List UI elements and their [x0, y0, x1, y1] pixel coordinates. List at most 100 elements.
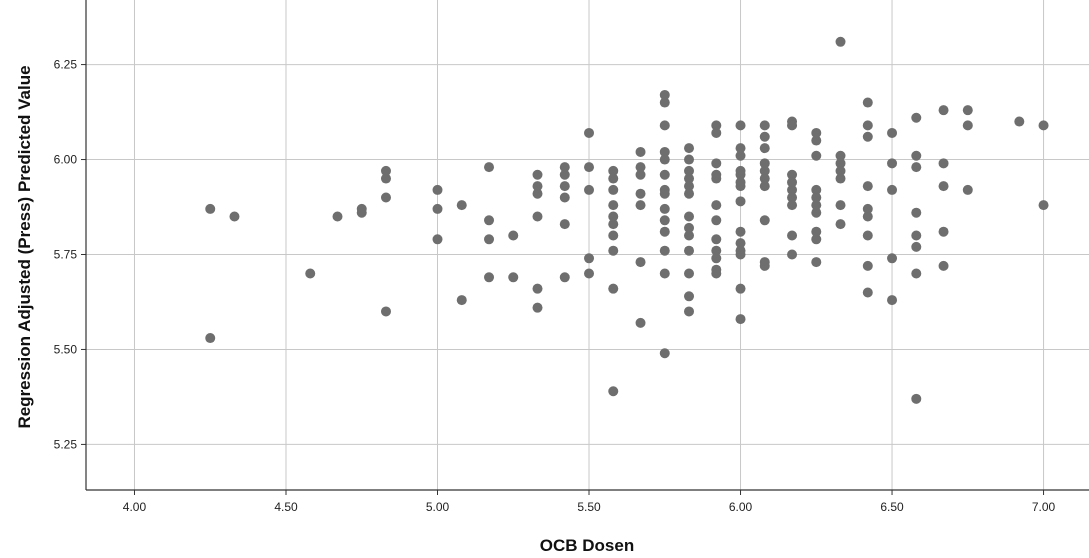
- x-tick-label: 5.50: [577, 500, 601, 514]
- data-point: [711, 245, 722, 256]
- data-point: [684, 181, 695, 192]
- data-point: [862, 181, 873, 192]
- data-point: [608, 219, 619, 230]
- data-point: [787, 192, 798, 203]
- data-point: [887, 184, 898, 195]
- data-point: [684, 173, 695, 184]
- data-point: [684, 154, 695, 165]
- data-point: [659, 348, 670, 359]
- data-point: [584, 184, 595, 195]
- data-point: [911, 162, 922, 173]
- data-point: [835, 150, 846, 161]
- data-point: [735, 143, 746, 154]
- data-points: [205, 36, 1049, 404]
- data-point: [787, 230, 798, 241]
- data-point: [356, 207, 367, 218]
- data-point: [559, 169, 570, 180]
- y-axis-title: Regression Adjusted (Press) Predicted Va…: [15, 65, 34, 428]
- data-point: [659, 89, 670, 100]
- data-point: [787, 184, 798, 195]
- data-point: [735, 226, 746, 237]
- data-point: [532, 283, 543, 294]
- data-point: [432, 203, 443, 214]
- x-axis-title: OCB Dosen: [540, 536, 634, 555]
- data-point: [559, 219, 570, 230]
- data-point: [484, 215, 495, 226]
- data-point: [759, 173, 770, 184]
- data-point: [584, 268, 595, 279]
- data-point: [659, 120, 670, 131]
- data-point: [584, 253, 595, 264]
- data-point: [862, 287, 873, 298]
- data-point: [735, 150, 746, 161]
- data-point: [787, 169, 798, 180]
- data-point: [735, 249, 746, 260]
- data-point: [380, 306, 391, 317]
- data-point: [532, 302, 543, 313]
- data-point: [862, 203, 873, 214]
- data-point: [684, 230, 695, 241]
- data-point: [1014, 116, 1025, 127]
- data-point: [659, 203, 670, 214]
- data-point: [635, 257, 646, 268]
- data-point: [759, 158, 770, 169]
- data-point: [911, 230, 922, 241]
- data-point: [759, 120, 770, 131]
- data-point: [735, 120, 746, 131]
- data-point: [787, 120, 798, 131]
- data-point: [380, 192, 391, 203]
- data-point: [711, 268, 722, 279]
- data-point: [205, 203, 216, 214]
- data-point: [305, 268, 316, 279]
- data-point: [862, 211, 873, 222]
- data-point: [735, 169, 746, 180]
- data-point: [811, 234, 822, 245]
- data-point: [684, 291, 695, 302]
- data-point: [835, 36, 846, 47]
- data-point: [887, 295, 898, 306]
- data-point: [887, 253, 898, 264]
- data-point: [659, 268, 670, 279]
- data-point: [659, 188, 670, 199]
- data-point: [862, 230, 873, 241]
- data-point: [608, 165, 619, 176]
- data-point: [584, 162, 595, 173]
- data-point: [532, 188, 543, 199]
- axes: [81, 0, 1089, 495]
- data-point: [835, 219, 846, 230]
- data-point: [684, 268, 695, 279]
- data-point: [811, 207, 822, 218]
- data-point: [862, 120, 873, 131]
- data-point: [608, 386, 619, 397]
- data-point: [559, 181, 570, 192]
- x-tick-label: 6.50: [880, 500, 904, 514]
- data-point: [508, 272, 519, 283]
- x-tick-label: 7.00: [1032, 500, 1056, 514]
- data-point: [962, 105, 973, 116]
- data-point: [711, 234, 722, 245]
- data-point: [608, 245, 619, 256]
- data-point: [862, 97, 873, 108]
- data-point: [229, 211, 240, 222]
- data-point: [432, 184, 443, 195]
- tick-labels: 4.00 4.50 5.00 5.50 6.00 6.50 7.00 5.25 5.50 5.75…: [54, 58, 1056, 514]
- data-point: [711, 120, 722, 131]
- data-point: [635, 200, 646, 211]
- data-point: [684, 165, 695, 176]
- y-tick-label: 5.25: [54, 437, 78, 451]
- data-point: [811, 184, 822, 195]
- data-point: [684, 188, 695, 199]
- data-point: [684, 306, 695, 317]
- y-tick-label: 5.50: [54, 342, 78, 356]
- data-point: [684, 222, 695, 233]
- data-point: [938, 181, 949, 192]
- data-point: [911, 268, 922, 279]
- data-point: [938, 158, 949, 169]
- data-point: [811, 192, 822, 203]
- data-point: [635, 317, 646, 328]
- y-tick-label: 5.75: [54, 247, 78, 261]
- data-point: [759, 143, 770, 154]
- data-point: [711, 158, 722, 169]
- x-tick-label: 4.50: [274, 500, 298, 514]
- data-point: [532, 211, 543, 222]
